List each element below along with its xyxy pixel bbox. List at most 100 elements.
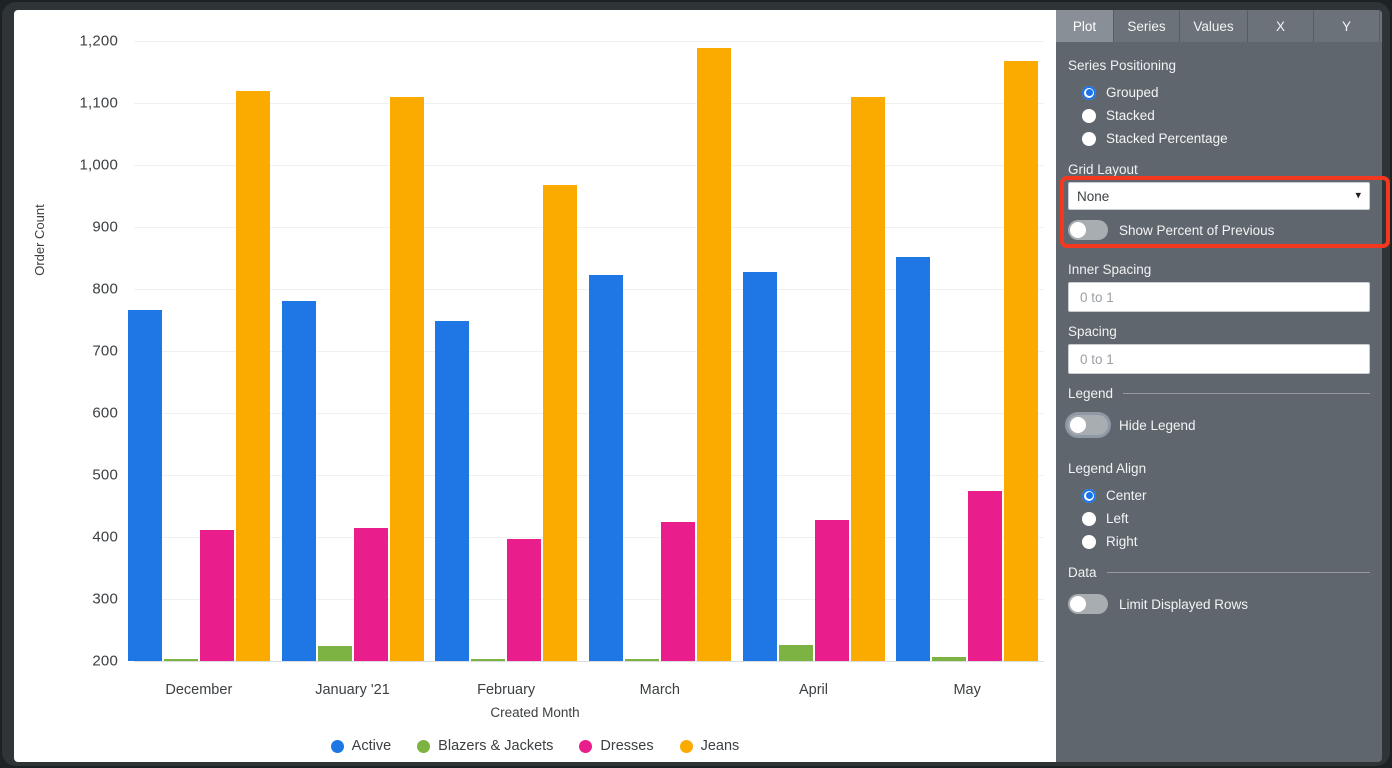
panel-tab-bar: Plot Series Values X Y	[1056, 10, 1382, 42]
bar[interactable]	[353, 527, 388, 661]
radio-legend-left[interactable]: Left	[1056, 507, 1382, 530]
legend-item[interactable]: Active	[330, 738, 392, 754]
series-positioning-label: Series Positioning	[1068, 58, 1177, 73]
gridline	[134, 165, 1044, 166]
inner-spacing-input[interactable]	[1078, 288, 1360, 306]
legend-label: Jeans	[700, 738, 740, 754]
y-axis-title: Order Count	[32, 204, 47, 276]
toggle-show-percent-of-previous[interactable]: Show Percent of Previous	[1056, 210, 1382, 250]
x-tick-label: April	[798, 682, 829, 698]
bar[interactable]	[778, 644, 813, 661]
radio-legend-right[interactable]: Right	[1056, 530, 1382, 553]
spacing-label: Spacing	[1068, 324, 1117, 339]
x-tick-label: January '21	[315, 682, 390, 698]
y-tick-label: 500	[92, 466, 118, 484]
legend-item[interactable]: Blazers & Jackets	[417, 738, 553, 754]
bar[interactable]	[199, 530, 234, 661]
bar[interactable]	[588, 275, 623, 661]
radio-legend-left-label: Left	[1106, 511, 1129, 526]
tab-y[interactable]: Y	[1314, 10, 1380, 42]
toggle-show-percent-of-previous-switch[interactable]	[1068, 220, 1108, 240]
gridline	[134, 103, 1044, 104]
tab-plot[interactable]: Plot	[1056, 10, 1114, 42]
tab-series[interactable]: Series	[1114, 10, 1180, 42]
x-axis-tick-labels: December January '21 February March April May	[122, 682, 1044, 708]
spacing-input[interactable]	[1078, 350, 1360, 368]
y-tick-label: 900	[92, 218, 118, 236]
bar[interactable]	[543, 185, 578, 661]
bar[interactable]	[850, 96, 885, 661]
radio-legend-center[interactable]: Center	[1056, 484, 1382, 507]
toggle-hide-legend-label: Hide Legend	[1119, 417, 1196, 433]
bar[interactable]	[1004, 60, 1039, 661]
radio-legend-center-indicator[interactable]	[1082, 488, 1096, 503]
toggle-limit-displayed-rows-switch[interactable]	[1068, 594, 1108, 614]
radio-stacked-percentage-label: Stacked Percentage	[1106, 131, 1228, 146]
toggle-hide-legend[interactable]: Hide Legend	[1056, 405, 1382, 445]
chart-bars	[122, 10, 1044, 682]
y-axis-tick-labels: 200 300 400 500 600 700 800 900 1,000 1,100 1,200	[54, 10, 177, 682]
legend-item[interactable]: Dresses	[579, 738, 654, 754]
toggle-limit-displayed-rows[interactable]: Limit Displayed Rows	[1056, 584, 1382, 624]
gridline	[134, 41, 1044, 42]
grid-layout-select[interactable]: None ▾	[1068, 182, 1370, 210]
legend-label: Active	[351, 738, 392, 754]
bar[interactable]	[932, 657, 967, 661]
radio-stacked[interactable]: Stacked	[1056, 104, 1382, 127]
bar[interactable]	[471, 659, 506, 661]
spacing-input-wrap[interactable]	[1068, 344, 1370, 374]
legend-label: Dresses	[600, 738, 654, 754]
radio-stacked-label: Stacked	[1106, 108, 1155, 123]
toggle-show-percent-of-previous-label: Show Percent of Previous	[1119, 222, 1275, 238]
x-tick-label: December	[165, 682, 233, 698]
legend-swatch-icon	[679, 739, 693, 753]
y-tick-label: 1,200	[79, 32, 118, 50]
legend-section-divider	[1123, 393, 1370, 394]
y-tick-label: 600	[92, 404, 118, 422]
inner-spacing-input-wrap[interactable]	[1068, 282, 1370, 312]
grid-layout-value: None	[1077, 188, 1110, 204]
legend-align-label: Legend Align	[1068, 461, 1147, 476]
chart-baseline	[134, 661, 1044, 662]
radio-stacked-percentage[interactable]: Stacked Percentage	[1056, 127, 1382, 150]
toggle-hide-legend-switch[interactable]	[1068, 415, 1108, 435]
bar[interactable]	[896, 256, 931, 661]
bar[interactable]	[389, 96, 424, 661]
bar[interactable]	[660, 521, 695, 661]
radio-legend-center-label: Center	[1106, 488, 1147, 503]
legend-swatch-icon	[417, 739, 431, 753]
gridline	[134, 227, 1044, 228]
bar[interactable]	[742, 271, 777, 661]
chevron-updown-icon: ▾	[1355, 189, 1361, 202]
y-tick-label: 800	[92, 280, 118, 298]
bar[interactable]	[507, 538, 542, 661]
bar[interactable]	[968, 491, 1003, 661]
radio-stacked-percentage-indicator[interactable]	[1082, 131, 1096, 146]
radio-grouped-label: Grouped	[1106, 85, 1159, 100]
radio-grouped-indicator[interactable]	[1082, 85, 1096, 100]
bar[interactable]	[814, 520, 849, 661]
legend-label: Blazers & Jackets	[438, 738, 554, 754]
bar[interactable]	[127, 310, 162, 661]
y-tick-label: 1,000	[79, 156, 118, 174]
inner-spacing-label: Inner Spacing	[1068, 262, 1152, 277]
radio-grouped[interactable]: Grouped	[1056, 81, 1382, 104]
tab-x[interactable]: X	[1248, 10, 1314, 42]
grid-layout-label: Grid Layout	[1068, 162, 1138, 177]
bar[interactable]	[435, 321, 470, 661]
bar[interactable]	[624, 658, 659, 661]
radio-legend-left-indicator[interactable]	[1082, 511, 1096, 526]
legend-item[interactable]: Jeans	[679, 738, 740, 754]
radio-stacked-indicator[interactable]	[1082, 108, 1096, 123]
tab-values[interactable]: Values	[1180, 10, 1248, 42]
bar[interactable]	[235, 90, 270, 661]
chart-legend: Active Blazers & Jackets Dresses Jeans	[14, 738, 1056, 754]
settings-panel: Plot Series Values X Y Series Positioning Gr…	[1056, 10, 1382, 762]
bar[interactable]	[317, 646, 352, 661]
bar[interactable]	[163, 659, 198, 661]
radio-legend-right-indicator[interactable]	[1082, 534, 1096, 549]
bar[interactable]	[696, 47, 731, 661]
legend-swatch-icon	[579, 739, 593, 753]
bar[interactable]	[281, 301, 316, 661]
